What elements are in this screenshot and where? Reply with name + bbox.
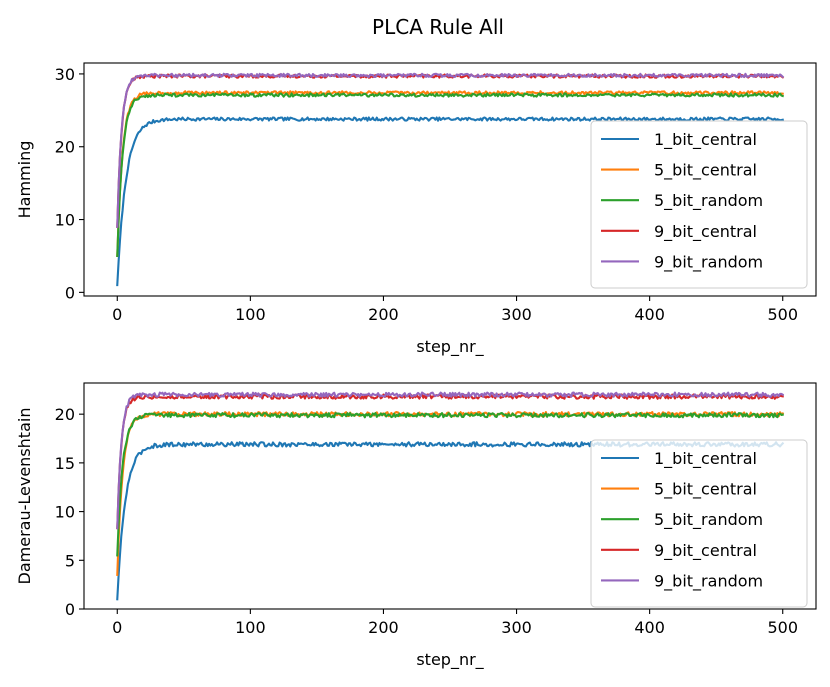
y-axis-label: Hamming: [15, 141, 34, 219]
hamming-subplot: 0 100 200 300 400 500 0 10 20 30 step_nr_ Hamming 1_…: [15, 62, 817, 357]
legend-box: [590, 439, 808, 608]
x-tick-label: 300: [501, 618, 532, 637]
x-tick-label: 500: [767, 618, 798, 637]
y-axis-label: Damerau-Levenshtain: [15, 408, 34, 585]
x-axis-label: step_nr_: [416, 337, 484, 357]
x-tick-label: 0: [112, 618, 122, 637]
legend-label: 9_bit_random: [654, 252, 763, 272]
x-axis-label: step_nr_: [416, 650, 484, 670]
x-tick-label: 0: [112, 305, 122, 324]
axes-frame: [83, 62, 817, 297]
damerau-levenshtain-subplot: 0 100 200 300 400 500 0 5 10 15 20 step_nr_ Damerau-…: [15, 382, 817, 670]
legend-label: 5_bit_central: [654, 161, 757, 181]
legend-label: 1_bit_central: [654, 130, 757, 150]
y-tick-label: 10: [55, 211, 75, 230]
x-tick-label: 200: [368, 618, 399, 637]
x-tick-label: 500: [767, 305, 798, 324]
legend-label: 9_bit_central: [654, 541, 757, 561]
y-tick-label: 0: [65, 600, 75, 619]
y-tick-label: 0: [65, 283, 75, 302]
series-line-1-bit-central: [116, 116, 784, 287]
legend-label: 5_bit_central: [654, 480, 757, 500]
y-tick-label: 30: [55, 65, 75, 84]
x-tick-label: 100: [235, 305, 266, 324]
series-line-5-bit-random: [116, 92, 785, 258]
x-tick-label: 400: [634, 305, 665, 324]
y-tick-label: 20: [55, 138, 75, 157]
y-tick-label: 10: [55, 503, 75, 522]
series-line-5-bit-random: [116, 411, 784, 557]
x-tick-label: 400: [634, 618, 665, 637]
series-line-9-bit-random: [116, 391, 785, 530]
legend-box: [590, 120, 808, 289]
legend-label: 5_bit_random: [654, 510, 763, 530]
series-line-9-bit-random: [116, 72, 785, 228]
legend-label: 9_bit_central: [654, 222, 757, 242]
axes-frame: [83, 382, 817, 610]
legend-label: 9_bit_random: [654, 571, 763, 591]
legend-label: 1_bit_central: [654, 449, 757, 469]
x-tick-label: 100: [235, 618, 266, 637]
y-tick-label: 5: [65, 551, 75, 570]
y-tick-label: 15: [55, 454, 75, 473]
x-tick-label: 200: [368, 305, 399, 324]
legend-label: 5_bit_random: [654, 191, 763, 211]
y-tick-label: 20: [55, 405, 75, 424]
figure-title: PLCA Rule All: [372, 15, 504, 39]
x-tick-label: 300: [501, 305, 532, 324]
